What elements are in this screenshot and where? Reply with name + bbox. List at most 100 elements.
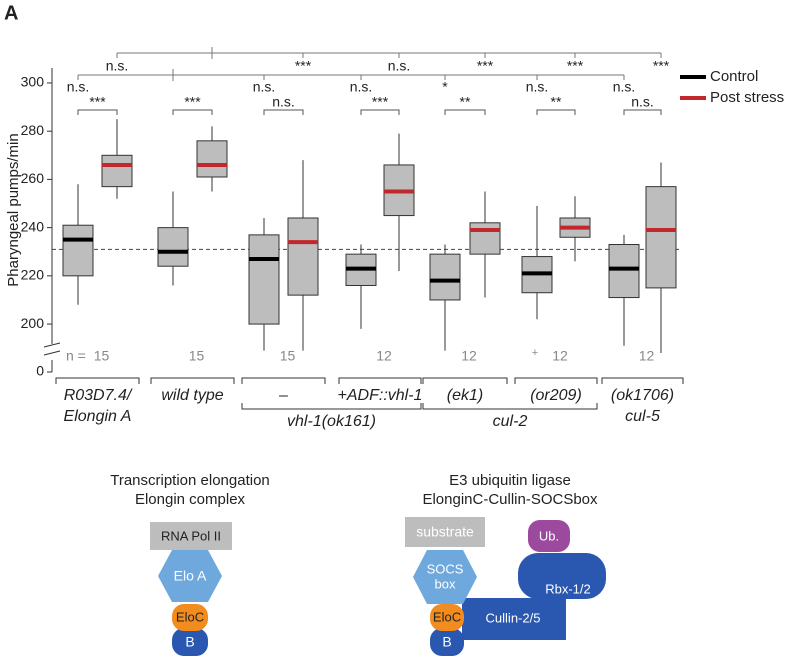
sig-label: *** bbox=[477, 58, 494, 74]
sig-bracket bbox=[536, 109, 576, 115]
category-bracket bbox=[150, 377, 235, 384]
group-label: cul-2 bbox=[493, 413, 528, 430]
box bbox=[287, 217, 319, 296]
box bbox=[248, 234, 280, 325]
sig-label: n.s. bbox=[67, 79, 90, 95]
x-tick-label: Elongin A bbox=[64, 408, 132, 425]
n-count: 12 bbox=[639, 348, 655, 364]
n-count: 12 bbox=[461, 348, 477, 364]
sig-bracket bbox=[263, 109, 304, 115]
box bbox=[608, 244, 640, 299]
box bbox=[429, 253, 461, 301]
x-tick-label: cul-5 bbox=[625, 408, 660, 425]
n-count: 12 bbox=[376, 348, 392, 364]
socs-box bbox=[413, 550, 477, 604]
box bbox=[645, 186, 677, 289]
b-label: B bbox=[442, 634, 451, 650]
sig-label: *** bbox=[567, 58, 584, 74]
sig-bracket bbox=[623, 109, 662, 115]
cullin-label: Cullin-2/5 bbox=[486, 610, 541, 625]
group-bracket bbox=[422, 403, 598, 410]
y-tick-label: 220 bbox=[21, 267, 45, 283]
substrate-label: substrate bbox=[416, 524, 474, 540]
n-count: 15 bbox=[94, 348, 110, 364]
panel-label: A bbox=[4, 2, 18, 24]
sig-label: n.s. bbox=[350, 79, 373, 95]
axis bbox=[43, 68, 61, 372]
x-tick-label: (ok1706) bbox=[611, 387, 674, 404]
box bbox=[469, 222, 501, 255]
eloc-label: EloC bbox=[176, 609, 204, 624]
y-tick-label: 200 bbox=[21, 315, 45, 331]
y-tick-label: 280 bbox=[21, 122, 45, 138]
sig-label: ** bbox=[551, 94, 562, 110]
sig-label: *** bbox=[295, 58, 312, 74]
diagram-title: E3 ubiquitin ligase bbox=[449, 472, 571, 489]
eloc bbox=[172, 604, 208, 631]
sig-label: n.s. bbox=[388, 58, 411, 74]
diagram-title: ElonginC-Cullin-SOCSbox bbox=[422, 491, 598, 508]
diagram-title: Transcription elongation bbox=[110, 472, 270, 489]
eloc bbox=[430, 604, 464, 631]
category-bracket bbox=[514, 377, 598, 384]
rbx bbox=[518, 553, 606, 599]
sig-bracket bbox=[77, 109, 118, 115]
x-tick-label: R03D7.4/ bbox=[64, 387, 133, 404]
socs-label: SOCS bbox=[427, 561, 464, 576]
y-tick-label: 260 bbox=[21, 170, 45, 186]
ub bbox=[528, 520, 570, 552]
sig-label: *** bbox=[372, 94, 389, 110]
box bbox=[101, 154, 133, 188]
sig-bracket bbox=[172, 109, 213, 115]
sig-label: *** bbox=[89, 94, 106, 110]
b-label: B bbox=[185, 634, 194, 650]
box bbox=[62, 224, 94, 277]
category-bracket bbox=[55, 377, 140, 384]
sig-label: * bbox=[442, 79, 448, 95]
y-axis-label: Pharyngeal pumps/min bbox=[5, 133, 22, 286]
x-tick-label: – bbox=[278, 387, 288, 404]
n-count: 15 bbox=[280, 348, 296, 364]
legend-label: Control bbox=[710, 68, 758, 85]
diagram-right: E3 ubiquitin ligase ElonginC-Cullin-SOCS… bbox=[405, 472, 606, 656]
cullin bbox=[462, 598, 566, 640]
ub-label: Ub. bbox=[539, 528, 559, 543]
x-tick-label: +ADF::vhl-1 bbox=[338, 387, 423, 404]
diagram-left: Transcription elongation Elongin complex… bbox=[110, 472, 270, 656]
sig-label: n.s. bbox=[272, 94, 295, 110]
category-bracket bbox=[422, 377, 508, 384]
elo-a bbox=[158, 550, 222, 602]
rna-pol bbox=[150, 522, 232, 550]
box bbox=[157, 227, 189, 267]
box bbox=[196, 140, 228, 178]
b-sub bbox=[430, 628, 464, 656]
y-tick-label: 300 bbox=[21, 74, 45, 90]
b-sub bbox=[172, 628, 208, 656]
outlier: + bbox=[532, 347, 538, 359]
substrate bbox=[405, 517, 485, 547]
x-tick-label: (or209) bbox=[530, 387, 582, 404]
legend-label: Post stress bbox=[710, 89, 784, 106]
sig-label: n.s. bbox=[631, 94, 654, 110]
group-label: vhl-1(ok161) bbox=[287, 413, 376, 430]
sig-label: ** bbox=[460, 94, 471, 110]
x-tick-label: wild type bbox=[161, 387, 223, 404]
elo-a-label: Elo A bbox=[174, 568, 207, 584]
sig-label: n.s. bbox=[613, 79, 636, 95]
sig-bracket bbox=[360, 109, 400, 115]
diagram-title: Elongin complex bbox=[135, 491, 246, 508]
sig-label: n.s. bbox=[526, 79, 549, 95]
sig-label: *** bbox=[184, 94, 201, 110]
category-bracket bbox=[241, 377, 326, 384]
sig-label: *** bbox=[653, 58, 670, 74]
sig-label: n.s. bbox=[106, 58, 129, 74]
n-count: 15 bbox=[189, 348, 205, 364]
category-bracket bbox=[338, 377, 422, 384]
n-label: n = bbox=[66, 348, 86, 364]
category-bracket bbox=[601, 377, 684, 384]
sig-label: n.s. bbox=[253, 79, 276, 95]
eloc-label: EloC bbox=[433, 609, 461, 624]
sig-bracket bbox=[444, 109, 486, 115]
n-count: 12 bbox=[552, 348, 568, 364]
